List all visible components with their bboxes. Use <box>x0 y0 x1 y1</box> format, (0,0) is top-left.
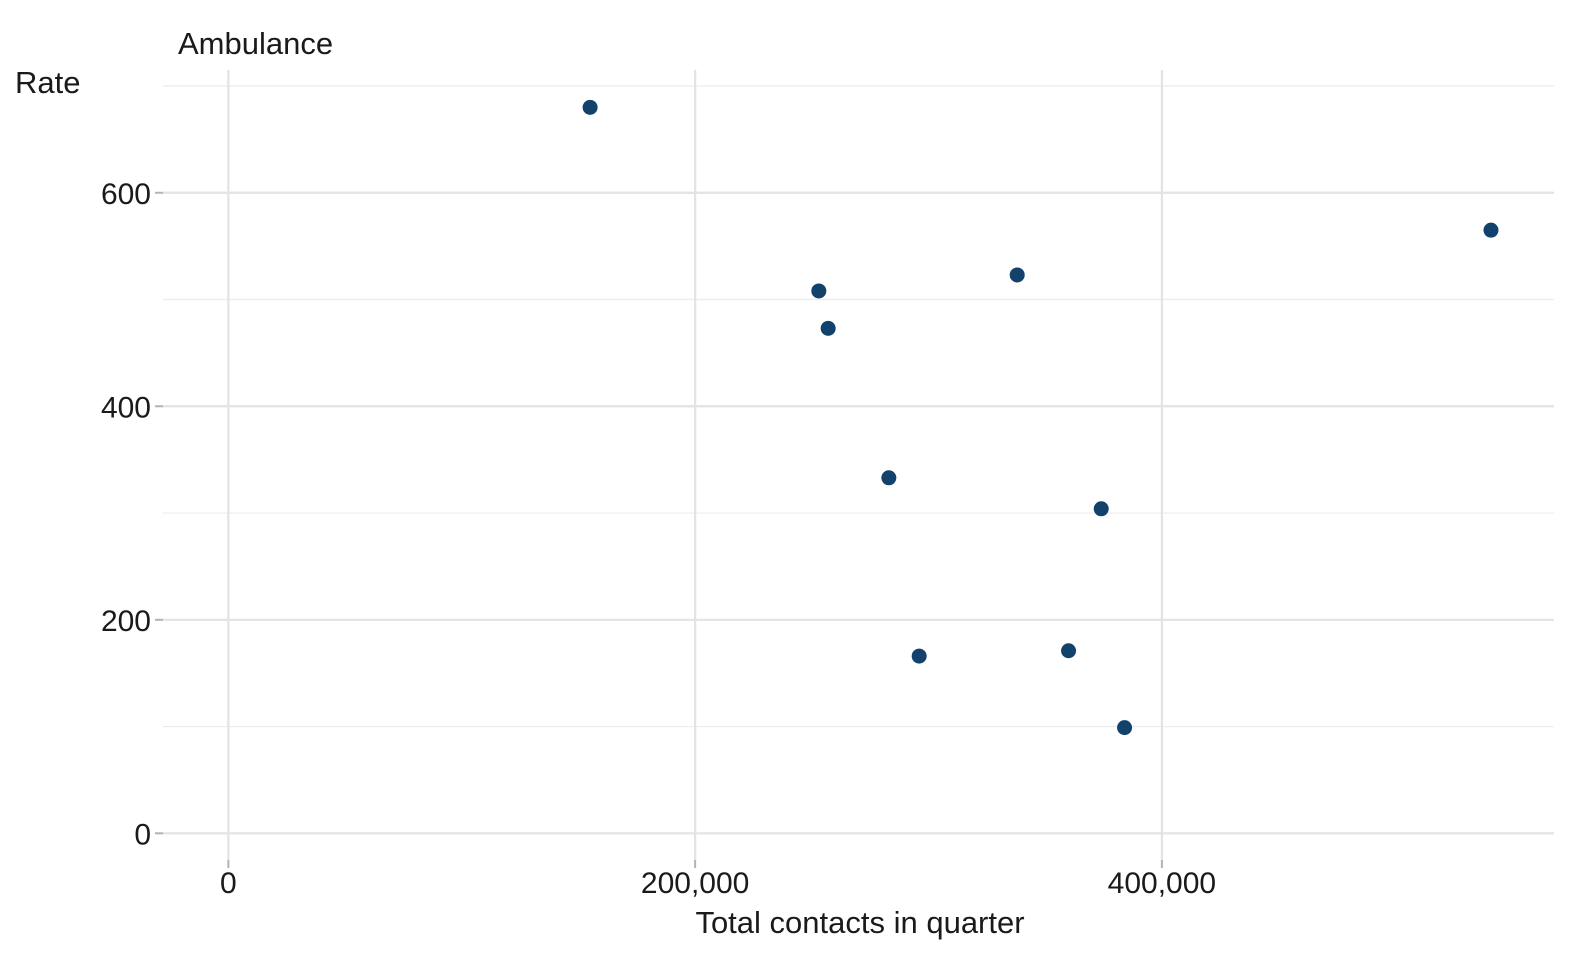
y-tick-label: 0 <box>134 818 151 851</box>
x-tick-label: 400,000 <box>1108 867 1216 900</box>
data-point <box>881 470 897 486</box>
minor-gridlines <box>163 85 1554 728</box>
data-points <box>582 99 1499 736</box>
major-gridlines <box>163 70 1554 860</box>
x-axis-label: Total contacts in quarter <box>695 905 1024 940</box>
tick-labels: 0 200 400 600 0 200,000 400,000 <box>101 178 1216 900</box>
chart-title: Ambulance <box>178 26 333 61</box>
data-point <box>811 283 827 299</box>
x-tick-label: 200,000 <box>641 867 749 900</box>
y-tick-label: 200 <box>101 605 151 638</box>
axis-ticks <box>155 191 1163 868</box>
data-point <box>582 99 598 115</box>
x-tick-label: 0 <box>220 867 237 900</box>
y-tick-label: 600 <box>101 178 151 211</box>
data-point <box>1061 643 1077 659</box>
data-point <box>911 648 927 664</box>
data-point <box>1483 222 1499 238</box>
data-point <box>1093 501 1109 517</box>
data-point <box>1009 267 1025 283</box>
y-tick-label: 400 <box>101 391 151 424</box>
y-axis-label: Rate <box>15 65 80 100</box>
data-point <box>1117 720 1133 736</box>
data-point <box>820 320 836 336</box>
